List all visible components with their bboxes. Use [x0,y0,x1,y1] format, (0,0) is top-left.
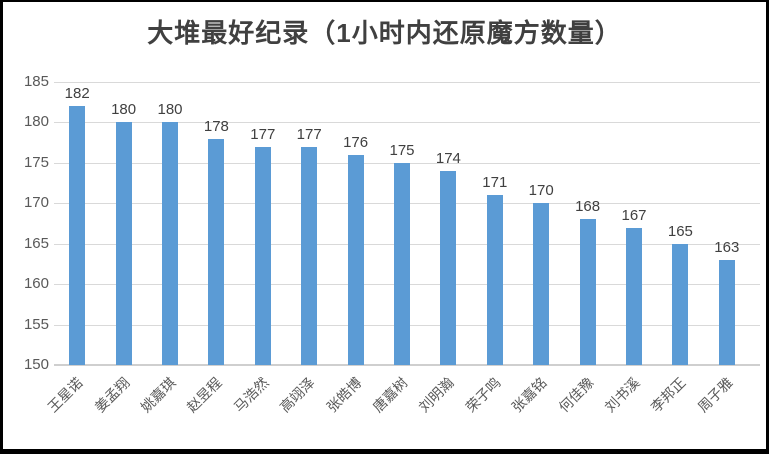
bar [69,106,86,365]
bar [672,243,689,365]
bar [533,203,550,365]
y-axis-label: 155 [23,315,49,333]
y-axis-label: 165 [23,234,49,252]
y-axis-label: 185 [23,73,49,90]
chart-title: 大堆最好纪录（1小时内还原魔方数量） [147,18,622,48]
bar [626,227,642,365]
bar-value-label: 168 [575,198,601,216]
bar [115,122,132,365]
bar-value-label: 174 [435,149,461,167]
x-axis-label: 周子雅 [694,374,736,416]
x-axis-label: 张嘉铭 [508,374,550,416]
x-axis-label: 姚嘉琪 [137,374,179,416]
gridline [54,122,760,124]
bar-value-label: 176 [343,133,369,151]
bar [579,219,596,365]
plot-area: 150 155 160 165 170 175 180 185 182 王星诺 180 姜孟翔 180 姚… [3,2,766,449]
x-axis-label: 赵昱程 [184,374,226,416]
bar [347,154,364,365]
y-axis-label: 160 [23,275,49,293]
x-axis-label: 张皓博 [323,374,365,416]
bar-value-label: 178 [203,117,229,135]
x-axis-label: 荣子鸣 [462,374,504,416]
x-axis-label: 高翊泽 [276,374,318,416]
bar-value-label: 167 [621,206,647,224]
bar-value-label: 170 [528,182,554,200]
bar [486,195,503,365]
bar-value-label: 180 [111,101,137,119]
bar-value-label: 163 [714,238,740,256]
bar [162,122,178,365]
bar [440,170,457,365]
y-axis-label: 180 [23,113,49,131]
bar-value-label: 182 [64,85,90,103]
bar-value-label: 180 [157,101,183,119]
bar-value-label: 177 [250,125,276,143]
bar-value-label: 171 [482,174,508,192]
x-axis-label: 刘书溪 [601,374,643,416]
x-axis-label: 马浩然 [230,374,272,416]
x-axis-line [54,364,760,366]
x-axis-label: 王星诺 [44,374,86,416]
bar-value-label: 165 [667,222,693,240]
bar [208,138,225,365]
bar [718,259,735,365]
x-axis-label: 刘明瀚 [416,374,458,416]
bar [301,146,318,365]
gridline [54,82,760,83]
bar [254,146,271,365]
y-axis-label: 170 [23,194,49,212]
bar-value-label: 175 [389,141,415,159]
x-axis-label: 唐嘉树 [369,374,411,416]
x-axis-label: 李邦正 [648,374,690,416]
bar [394,162,410,365]
x-axis-label: 姜孟翔 [91,374,133,416]
x-axis-label: 何佳豫 [555,374,597,416]
y-axis-label: 150 [23,356,49,373]
bar-value-label: 177 [296,125,322,143]
y-axis-label: 175 [23,153,49,171]
